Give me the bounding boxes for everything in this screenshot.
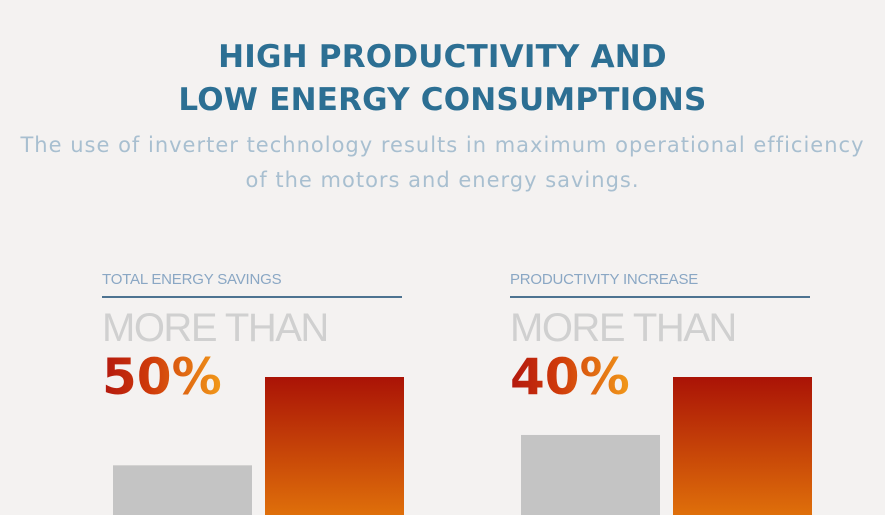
baseline-bar <box>521 434 660 515</box>
page-subtitle: The use of inverter technology results i… <box>0 128 885 198</box>
baseline-bar <box>113 465 252 515</box>
productivity-bars <box>521 377 812 515</box>
energy-savings-bars <box>113 377 404 515</box>
subtitle-line-2: of the motors and energy savings. <box>245 168 640 192</box>
chart-title: TOTAL ENERGY SAVINGS <box>102 271 282 288</box>
headline-percent: 50% <box>102 348 222 406</box>
subtitle-line-1: The use of inverter technology results i… <box>20 133 865 157</box>
chart-title: PRODUCTIVITY INCREASE <box>510 271 699 288</box>
improved-bar <box>673 377 812 515</box>
energy-savings-panel: TOTAL ENERGY SAVINGS MORE THAN 50% <box>102 260 412 515</box>
title-line-1: HIGH PRODUCTIVITY AND <box>218 39 667 75</box>
title-underline <box>510 296 810 298</box>
improved-bar <box>265 377 404 515</box>
headline-percent: 40% <box>510 348 630 406</box>
kicker-text: MORE THAN <box>510 306 737 350</box>
title-underline <box>102 296 402 298</box>
productivity-panel: PRODUCTIVITY INCREASE MORE THAN 40% <box>510 260 820 515</box>
title-line-2: LOW ENERGY CONSUMPTIONS <box>178 82 707 118</box>
kicker-text: MORE THAN <box>102 306 329 350</box>
page-title: HIGH PRODUCTIVITY AND LOW ENERGY CONSUMP… <box>0 36 885 122</box>
